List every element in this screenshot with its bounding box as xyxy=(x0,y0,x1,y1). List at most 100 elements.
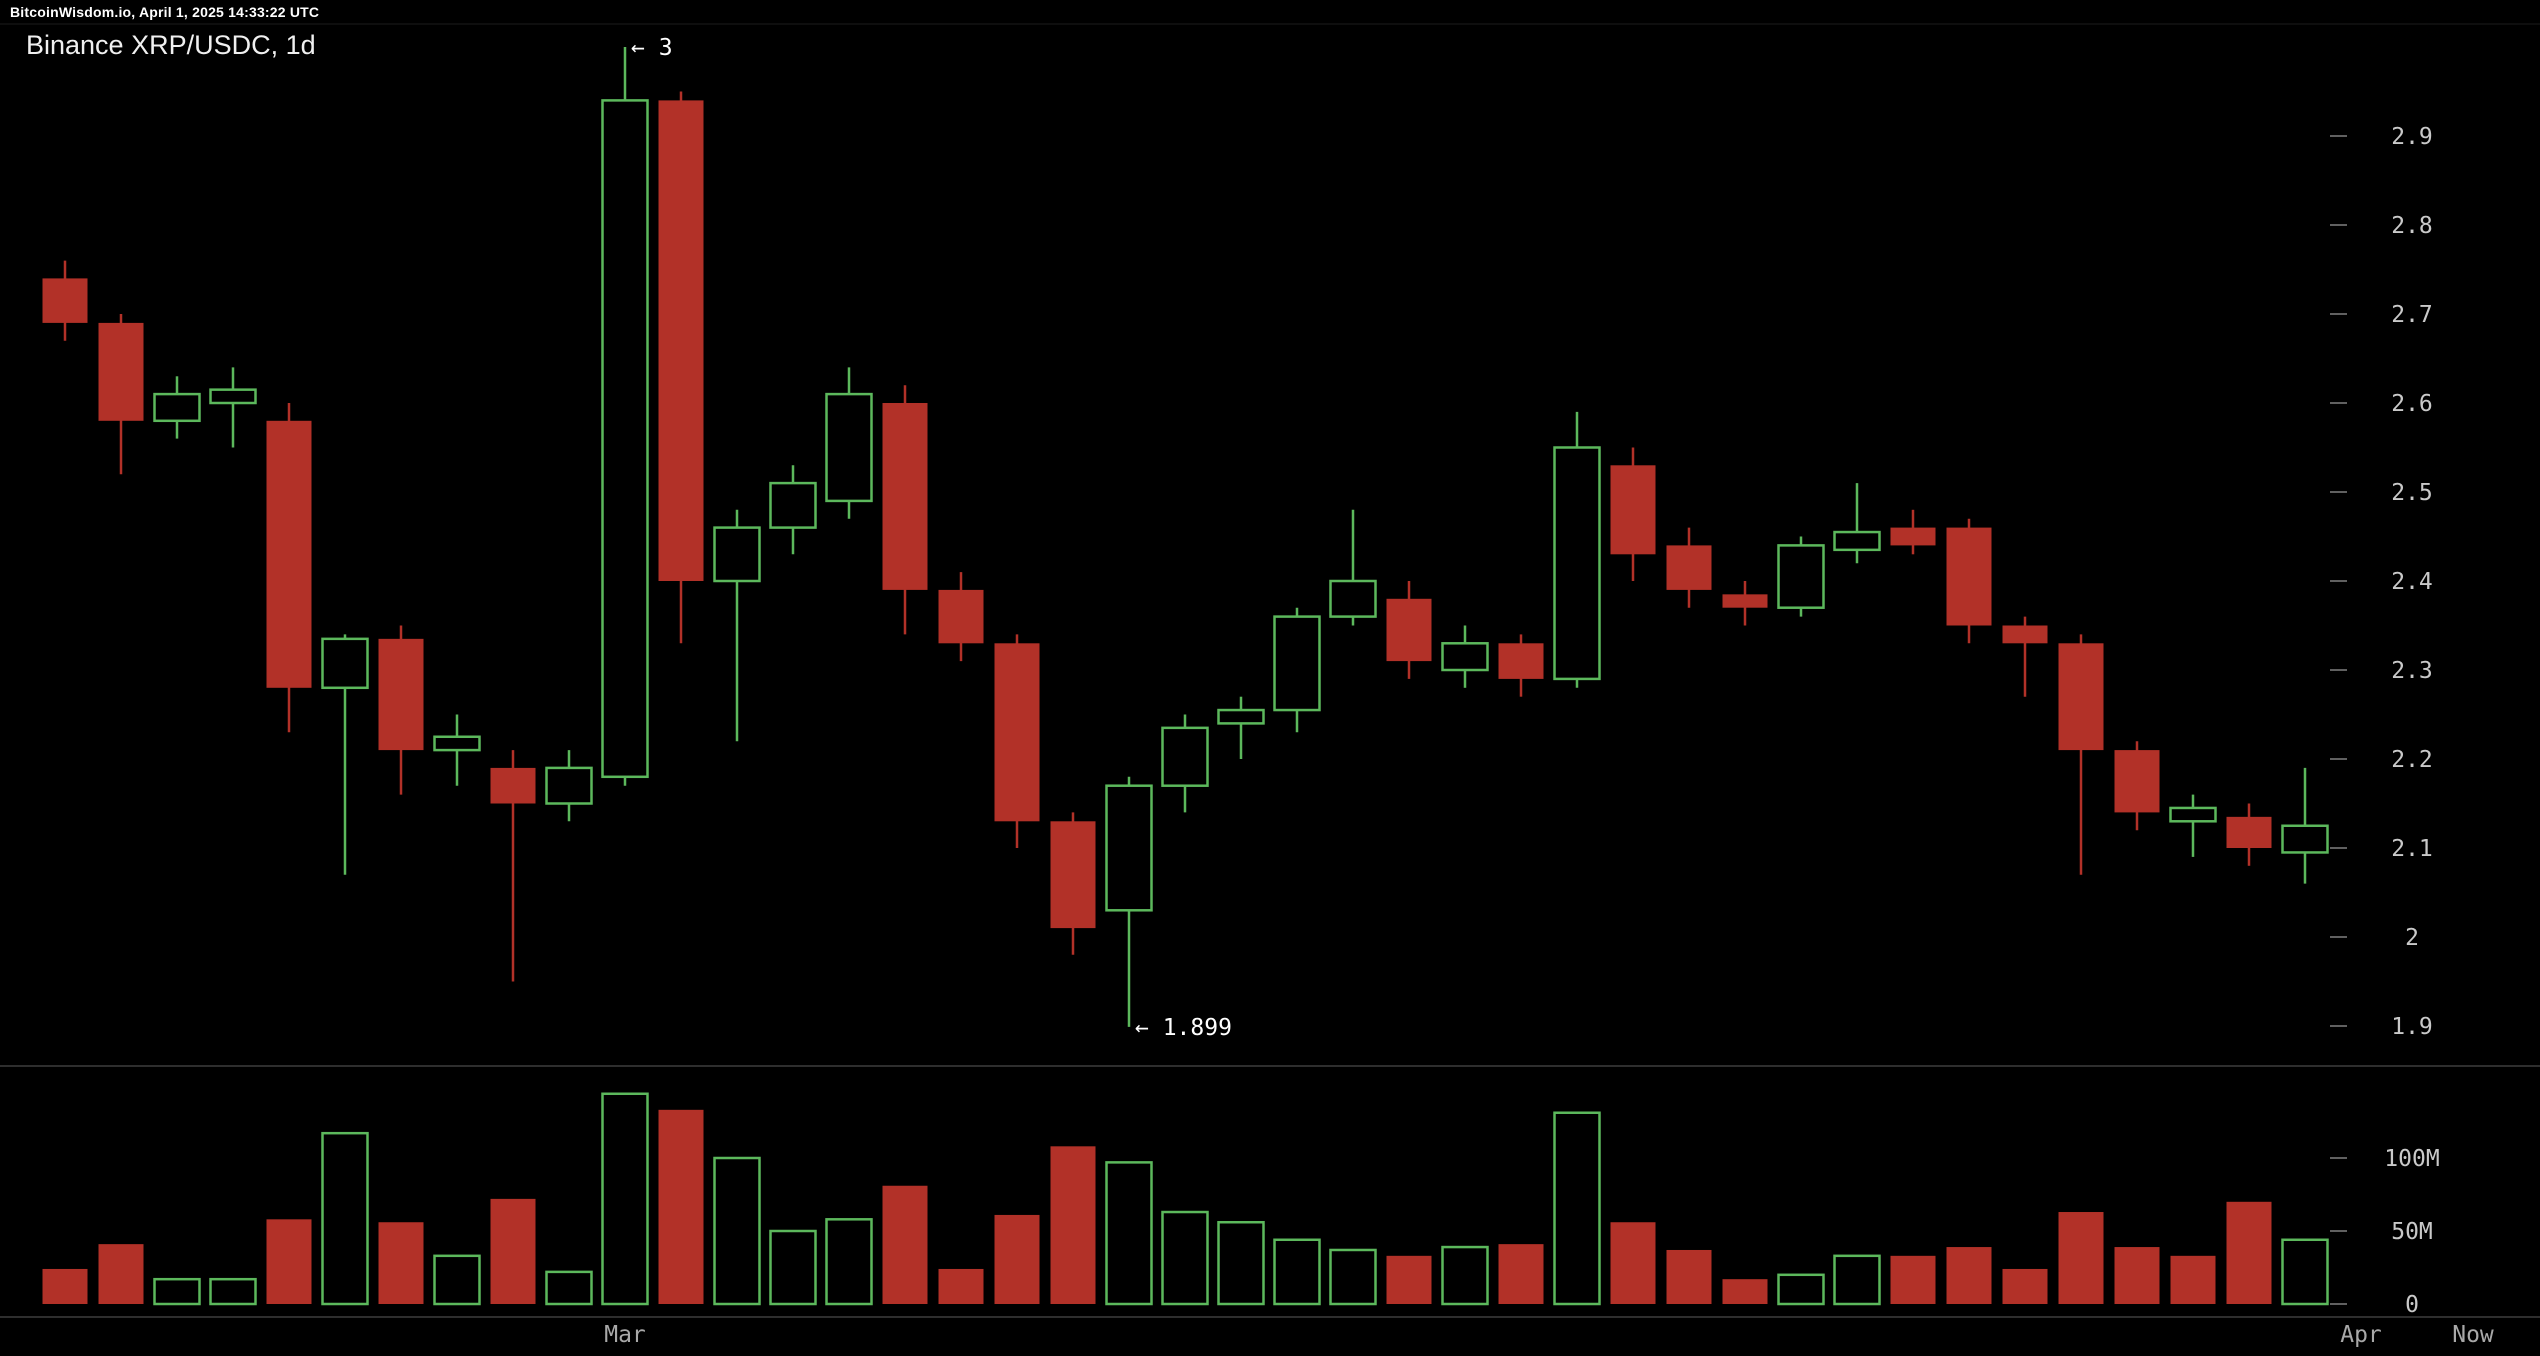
volume-bar xyxy=(1833,1254,1881,1306)
volume-bar xyxy=(601,1092,649,1306)
volume-bar xyxy=(994,1214,1040,1304)
candle-body xyxy=(2002,625,2048,644)
volume-bar xyxy=(42,1268,88,1304)
candle-body xyxy=(1722,594,1768,608)
candle-body xyxy=(2169,806,2217,823)
price-tick-label: 2.2 xyxy=(2391,747,2433,773)
price-tick-label: 2 xyxy=(2405,925,2419,951)
candle-body xyxy=(378,638,424,751)
candle-body xyxy=(433,735,481,752)
candle-body xyxy=(2114,750,2160,813)
candle-body xyxy=(2281,824,2329,854)
topbar: BitcoinWisdom.io, April 1, 2025 14:33:22… xyxy=(0,0,2540,24)
candle-body xyxy=(994,643,1040,822)
candle-body xyxy=(658,100,704,582)
candle-body xyxy=(321,637,369,690)
candle-body xyxy=(1105,784,1153,912)
volume-bar xyxy=(378,1222,424,1304)
candle-body xyxy=(938,589,984,644)
candle-body xyxy=(1050,821,1096,929)
price-tick-label: 2.7 xyxy=(2391,302,2433,328)
candle-body xyxy=(1441,642,1489,672)
candle-body xyxy=(1890,527,1936,546)
candle-body xyxy=(1833,530,1881,552)
volume-bar xyxy=(1050,1146,1096,1304)
candle-body xyxy=(1777,544,1825,609)
price-tick-label: 2.8 xyxy=(2391,213,2433,239)
volume-bar xyxy=(1161,1210,1209,1306)
candle-body xyxy=(1610,465,1656,555)
volume-bar xyxy=(490,1198,536,1304)
candle-body xyxy=(1329,579,1377,618)
volume-bar xyxy=(825,1218,873,1306)
volume-tick-label: 0 xyxy=(2405,1292,2419,1318)
price-tick-label: 2.9 xyxy=(2391,124,2433,150)
volume-bar xyxy=(2226,1201,2272,1304)
candle-body xyxy=(882,403,928,590)
chart-title: Binance XRP/USDC, 1d xyxy=(26,30,316,60)
volume-bar xyxy=(1610,1222,1656,1304)
volume-bar xyxy=(2002,1268,2048,1304)
volume-bar xyxy=(713,1156,761,1306)
candle-body xyxy=(1161,726,1209,787)
candle-body xyxy=(545,766,593,805)
volume-tick-label: 50M xyxy=(2391,1219,2433,1245)
volume-bar xyxy=(1329,1248,1377,1306)
volume-bar xyxy=(545,1270,593,1306)
price-tick-label: 2.6 xyxy=(2391,391,2433,417)
volume-bar xyxy=(98,1244,144,1304)
volume-bar xyxy=(1777,1273,1825,1306)
volume-bar xyxy=(153,1277,201,1306)
candle-body xyxy=(2226,816,2272,848)
price-tick-label: 2.5 xyxy=(2391,480,2433,506)
volume-bar xyxy=(2114,1247,2160,1304)
volume-bar xyxy=(1498,1244,1544,1304)
candle-body xyxy=(825,392,873,503)
candle-body xyxy=(98,322,144,421)
price-tick-label: 1.9 xyxy=(2391,1014,2433,1040)
volume-bar xyxy=(433,1254,481,1306)
volume-bar xyxy=(1386,1255,1432,1304)
time-axis-label: Mar xyxy=(604,1322,646,1348)
candle-body xyxy=(42,278,88,323)
volume-bar xyxy=(266,1219,312,1304)
candle-body xyxy=(153,392,201,423)
candle-body xyxy=(2058,643,2104,751)
candle-body xyxy=(1946,527,1992,626)
high-annotation: ← 3 xyxy=(631,35,673,61)
volume-bar xyxy=(2058,1212,2104,1304)
candle-body xyxy=(1273,615,1321,712)
volume-bar xyxy=(209,1277,257,1306)
price-tick-label: 2.4 xyxy=(2391,569,2433,595)
volume-bar xyxy=(1553,1111,1601,1306)
volume-bar xyxy=(1722,1279,1768,1304)
volume-bar xyxy=(938,1268,984,1304)
volume-bar xyxy=(1890,1255,1936,1304)
candle-body xyxy=(1666,545,1712,590)
topbar-text: BitcoinWisdom.io, April 1, 2025 14:33:22… xyxy=(10,4,320,20)
candle-body xyxy=(601,99,649,779)
volume-bar xyxy=(1666,1249,1712,1304)
volume-bar xyxy=(1217,1220,1265,1306)
volume-bar xyxy=(769,1229,817,1306)
volume-bar xyxy=(2281,1238,2329,1306)
volume-bar xyxy=(2170,1255,2216,1304)
candle-body xyxy=(266,420,312,688)
volume-bar xyxy=(1946,1247,1992,1304)
price-tick-label: 2.1 xyxy=(2391,836,2433,862)
candle-body xyxy=(1386,598,1432,662)
volume-tick-label: 100M xyxy=(2384,1146,2439,1172)
volume-bar xyxy=(1105,1161,1153,1306)
candle-body xyxy=(209,388,257,405)
volume-bar xyxy=(1441,1245,1489,1306)
time-axis-label: Apr xyxy=(2340,1322,2382,1348)
volume-bar xyxy=(882,1185,928,1304)
candle-body xyxy=(769,481,817,529)
volume-bar xyxy=(1273,1238,1321,1306)
candle-body xyxy=(1217,708,1265,725)
candle-body xyxy=(1498,643,1544,679)
candle-body xyxy=(1553,446,1601,681)
price-tick-label: 2.3 xyxy=(2391,658,2433,684)
